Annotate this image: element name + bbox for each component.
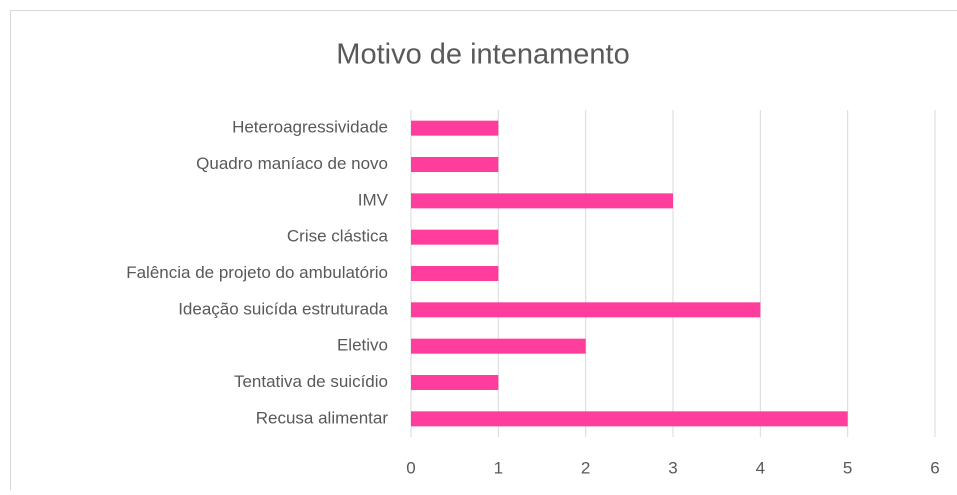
y-tick-label: Quadro maníaco de novo <box>196 154 388 173</box>
bar <box>411 302 760 317</box>
bar <box>411 230 498 245</box>
x-tick-label: 5 <box>843 458 852 477</box>
x-tick-label: 6 <box>930 458 939 477</box>
chart-title: Motivo de intenamento <box>336 39 629 71</box>
y-tick-label: Eletivo <box>337 336 388 355</box>
y-tick-label: Heteroagressividade <box>232 118 388 137</box>
y-tick-label: Crise clástica <box>287 227 389 246</box>
x-tick-label: 0 <box>406 458 415 477</box>
bar <box>411 411 848 426</box>
bar <box>411 339 586 354</box>
bar <box>411 157 498 172</box>
x-tick-label: 4 <box>756 458 765 477</box>
x-tick-label: 3 <box>668 458 677 477</box>
y-tick-label: Ideação suicída estruturada <box>178 299 388 318</box>
y-tick-label: Recusa alimentar <box>256 408 389 427</box>
x-tick-label: 1 <box>494 458 503 477</box>
bar <box>411 193 673 208</box>
bar <box>411 266 498 281</box>
y-tick-label: Falência de projeto do ambulatório <box>126 263 388 282</box>
bar <box>411 121 498 136</box>
x-tick-label: 2 <box>581 458 590 477</box>
y-tick-label: Tentativa de suicídio <box>234 372 388 391</box>
y-tick-label: IMV <box>358 190 389 209</box>
bar <box>411 375 498 390</box>
